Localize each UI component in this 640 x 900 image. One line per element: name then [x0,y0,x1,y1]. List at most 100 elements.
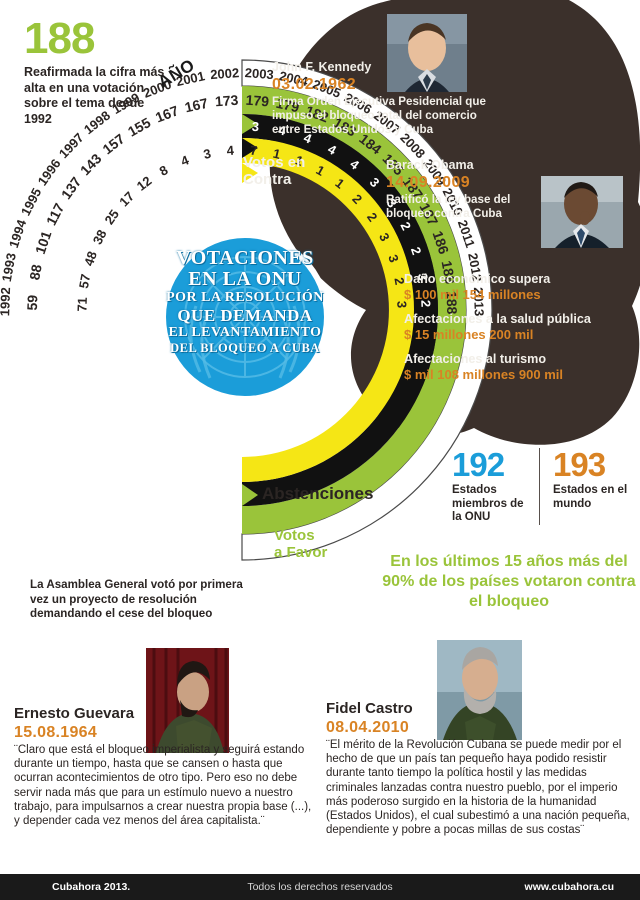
states-world-caption: Estados en el mundo [553,484,628,510]
fidel-name: Fidel Castro [326,700,413,717]
spiral-band-abstentions [242,138,414,482]
obama-body: Ratificó la ley base del bloqueo contra … [386,193,511,220]
states-world-number: 193 [553,446,606,483]
spiral-year-label: 2002 [210,65,240,82]
fidel-text: ¨El mérito de la Revolución Cubana se pu… [326,739,630,837]
abstentions-pointer [242,163,258,183]
spiral-value-label: 3 [170,130,182,147]
spiral-value-label: 157 [99,130,127,157]
spiral-value-label: 2 [60,245,77,257]
footer-middle: Todos los derechos reservados [247,881,393,893]
spiral-value-label: 4 [226,143,235,159]
emblem-line-1: VOTACIONES [176,247,314,269]
spiral-value-label: 88 [26,263,45,281]
spiral-value-label: 186 [430,229,453,256]
emblem-line-6: DEL BLOQUEO A CUBA [170,341,320,355]
spiral-value-label: 143 [77,150,105,178]
footer-bar: Cubahora 2013. Todos los derechos reserv… [0,874,640,900]
spiral-value-label: 117 [43,200,68,228]
spiral-value-label: 4 [179,152,192,169]
un-emblem-circle [160,232,330,402]
radial-vote-spiral-chart: 2013201220112010200920082007200620052004… [0,59,493,561]
spiral-year-label: 2001 [175,68,206,89]
spiral-year-labels: 2013201220112010200920082007200620052004… [0,65,487,316]
spiral-band-favor [242,86,466,534]
spiral-year-label: 1997 [56,130,87,161]
spiral-year-label: 1992 [0,287,13,316]
spiral-value-label: 17 [116,189,137,210]
person-kennedy: John F. Kennedy 03.02.1962 Firma Orden E… [272,60,507,137]
spiral-value-label: 188 [443,291,460,315]
kennedy-date: 03.02.1962 [272,76,357,93]
footer-right[interactable]: www.cubahora.cu [524,881,614,893]
spiral-value-label: 2 [391,276,407,286]
spiral-value-label: 7 [250,143,258,158]
abstentions-pointer-bottom [242,460,258,482]
spiral-value-label: 101 [32,229,55,256]
economic-label: Afectaciones al turismo [404,352,547,366]
states-un-number: 192 [452,446,505,483]
label-votes-favor: Votos a Favor [274,527,328,561]
spiral-value-label: 179 [245,92,270,110]
spiral-year-label: 1993 [0,252,19,283]
obama-name: Barack Obama [386,158,474,172]
kennedy-name: John F. Kennedy [272,60,372,74]
fidel-date: 08.04.2010 [326,719,410,736]
spiral-value-label: 3 [84,196,100,211]
spiral-value-label: 12 [134,173,155,194]
economic-row: Afectaciones a la salud pública $ 15 mil… [404,312,640,343]
spiral-value-label: 8 [157,162,171,179]
obama-portrait-photo [541,176,623,248]
jfk-portrait-photo [387,14,467,92]
spiral-year-label: 1994 [6,217,30,250]
che-name: Ernesto Guevara [14,705,135,722]
spiral-value-label: 3 [251,119,259,134]
against-pointer [242,138,258,158]
spiral-value-label: 137 [58,174,85,202]
quote-che-guevara: Ernesto Guevara 15.08.1964 ¨Claro que es… [14,705,314,828]
spiral-value-label: 3 [224,119,232,134]
economic-value: $ 100 mil 154 millones [404,287,541,302]
label-abstentions: Abstenciones [262,484,374,503]
economic-row: Daño económico supera $ 100 mil 154 mill… [404,272,640,303]
spiral-value-label: 4 [53,271,69,282]
spiral-year-label: 2004 [278,68,310,89]
spiral-value-label: 182 [303,102,331,125]
economic-value: $ mil 108 millones 900 mil [404,367,563,382]
spiral-value-label: 173 [214,92,239,110]
economic-label: Daño económico supera [404,272,551,286]
kennedy-body: Firma Orden Ejecutiva Pesidencial que im… [272,95,486,136]
spiral-value-label: 71 [74,297,89,312]
economic-value: $ 15 millones 200 mil [404,327,534,342]
spiral-value-label: 3 [415,272,431,282]
percent-statement: En los últimos 15 años más del 90% de lo… [382,553,636,610]
che-text: ¨Claro que está el bloqueo imperialista … [14,744,312,828]
spiral-year-label: 1995 [18,186,45,219]
spiral-value-label: 2 [145,141,159,158]
obama-date: 14.09.2009 [386,174,471,191]
assembly-note: La Asamblea General votó por primera vez… [30,578,243,620]
states-world: 193 Estados en el mundo [539,448,640,525]
emblem-line-2: EN LA ONU [188,268,302,290]
spiral-value-label: 3 [197,122,207,138]
spiral-value-label: 3 [50,300,65,308]
spiral-value-label: 3 [385,253,402,265]
intro-headline: 188 [24,14,95,63]
economic-figures: Daño económico supera $ 100 mil 154 mill… [404,272,640,392]
spiral-value-label: 179 [275,95,301,116]
spiral-value-label: 1 [272,146,282,162]
spiral-value-label: 59 [24,294,41,310]
spiral-band-against [242,114,438,506]
fidel-castro-portrait-photo [437,640,522,740]
economic-label: Afectaciones a la salud pública [404,312,591,326]
label-votes-against: Votos en Contra [243,154,306,188]
spiral-year-label: 2013 [471,287,487,316]
che-guevara-portrait-photo [146,648,229,753]
spiral-value-label: 167 [183,95,209,116]
spiral-value-label: 2 [418,300,433,308]
economic-row: Afectaciones al turismo $ mil 108 millon… [404,352,640,383]
person-obama: Barack Obama 14.09.2009 Ratificó la ley … [386,158,536,221]
spiral-year-label: 1996 [35,156,64,188]
che-date: 15.08.1964 [14,724,98,741]
quote-fidel-castro: Fidel Castro 08.04.2010 ¨El mérito de la… [326,700,634,837]
